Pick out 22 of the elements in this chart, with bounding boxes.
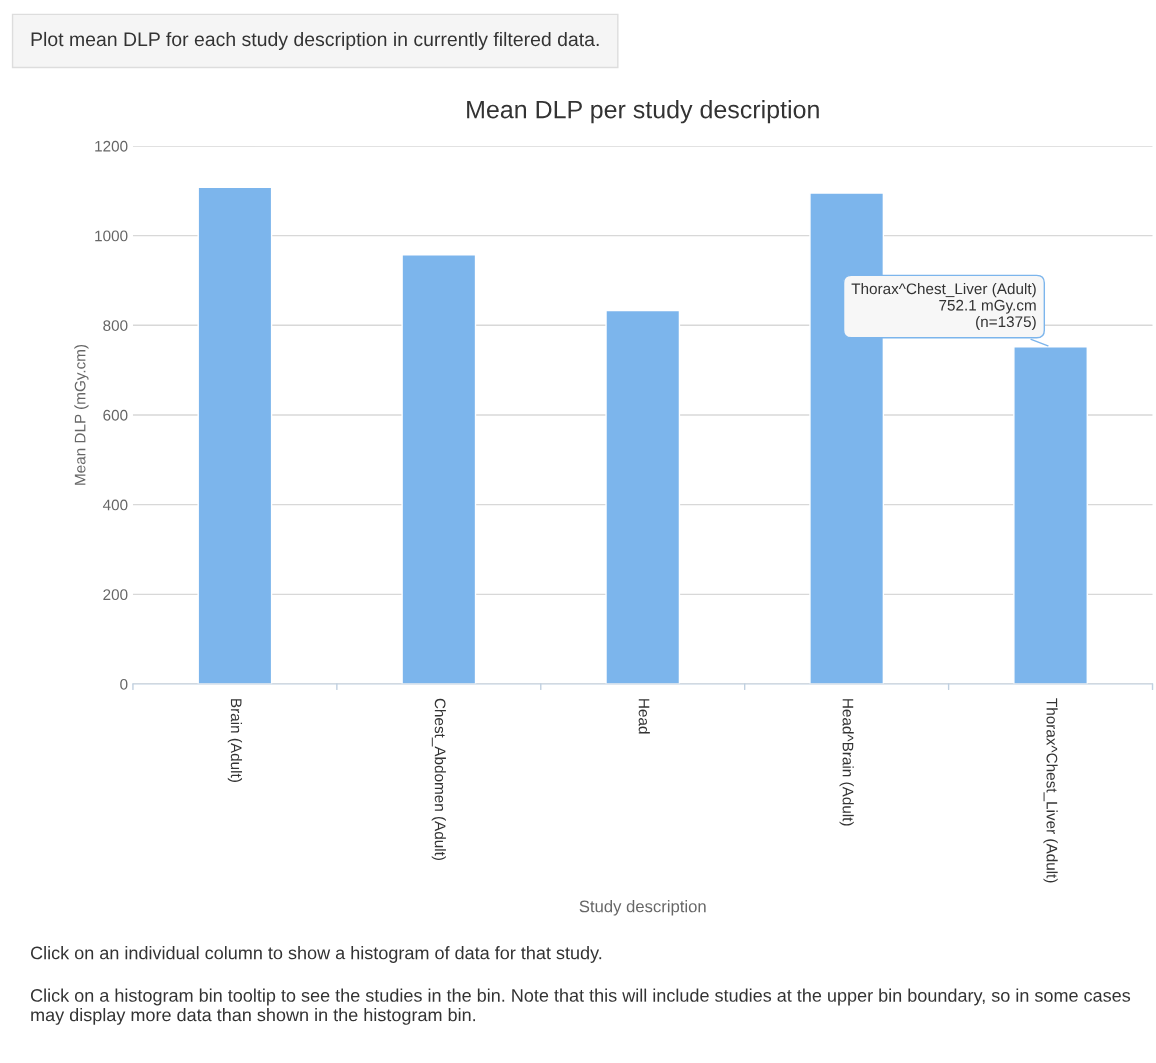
chart-title: Mean DLP per study description bbox=[467, 100, 819, 124]
x-tick-label: Thorax^Chest_Liver (Adult) bbox=[1043, 698, 1058, 883]
x-tick-label: Brain (Adult) bbox=[227, 699, 243, 782]
x-tick-label: Chest_Abdomen (Adult) bbox=[431, 698, 446, 861]
x-tick-label: Head bbox=[638, 699, 650, 734]
y-tick-label: 1000 bbox=[95, 230, 128, 242]
y-tick-label: 0 bbox=[120, 678, 128, 690]
y-tick-label: 1200 bbox=[95, 140, 128, 152]
bar bbox=[605, 309, 681, 685]
text: Plot mean DLP for each study description in currently filtered data. bbox=[31, 31, 599, 51]
bar bbox=[401, 254, 477, 685]
annotation: Thorax^Chest_Liver (Adult) 752.1 mGy.cm (n=1375) bbox=[851, 282, 1036, 331]
y-tick-label: 400 bbox=[102, 499, 128, 511]
y-tick-label: 600 bbox=[103, 409, 128, 421]
bar bbox=[197, 186, 273, 685]
y-tick-label: 800 bbox=[103, 320, 128, 331]
text: Click on an individual column to show a histogram of data for that study. bbox=[30, 946, 602, 963]
text: Click on a histogram bin tooltip to see the studies in the bin. Note that this will include studies at the upper bin boundary, so in some cases may display more data than shown in the histogram bin. bbox=[30, 988, 1131, 1025]
y-axis-title: Mean DLP (mGy.cm) bbox=[74, 344, 89, 485]
y-tick-label: 200 bbox=[103, 589, 128, 601]
x-axis-title: Study description bbox=[579, 900, 706, 916]
x-tick-label: Head^Brain (Adult) bbox=[839, 699, 854, 826]
